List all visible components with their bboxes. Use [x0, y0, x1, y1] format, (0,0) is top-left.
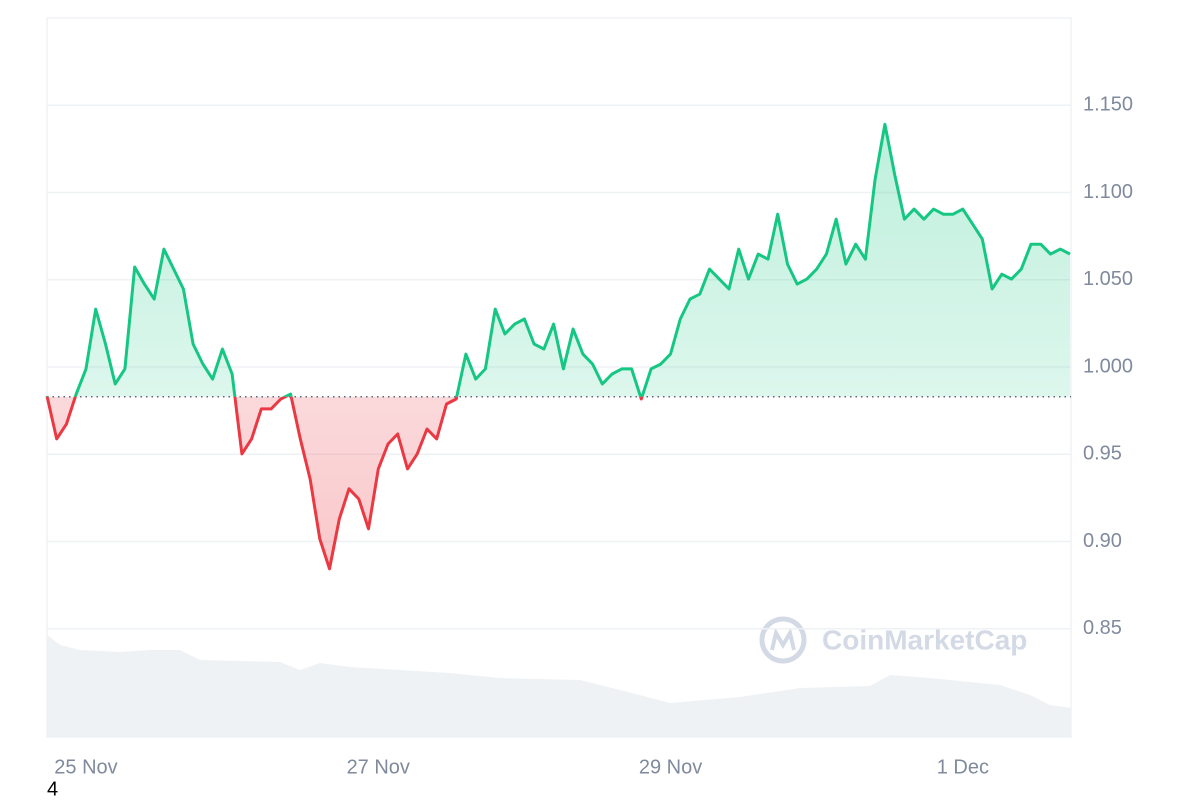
y-tick-label: 0.85	[1083, 617, 1122, 639]
x-tick-label: 29 Nov	[639, 756, 702, 778]
y-tick-label: 0.95	[1083, 443, 1122, 465]
area-down	[47, 396, 1070, 569]
watermark-logo	[759, 616, 807, 664]
y-tick-label: 1.050	[1083, 268, 1133, 290]
area-up	[47, 124, 1070, 397]
price-line-up	[45, 122, 1071, 397]
volume-area	[47, 635, 1071, 737]
y-tick-label: 0.90	[1083, 530, 1122, 552]
footer-text: 4	[47, 778, 58, 800]
y-tick-label: 1.100	[1083, 181, 1133, 203]
y-tick-label: 1.150	[1083, 94, 1133, 116]
x-tick-label: 25 Nov	[54, 756, 117, 778]
x-tick-label: 1 Dec	[937, 756, 989, 778]
x-tick-label: 27 Nov	[347, 756, 410, 778]
watermark-text: CoinMarketCap	[822, 624, 1027, 655]
watermark-logo-mark	[770, 627, 796, 651]
watermark: CoinMarketCap	[759, 616, 1027, 664]
y-tick-label: 1.000	[1083, 355, 1133, 377]
